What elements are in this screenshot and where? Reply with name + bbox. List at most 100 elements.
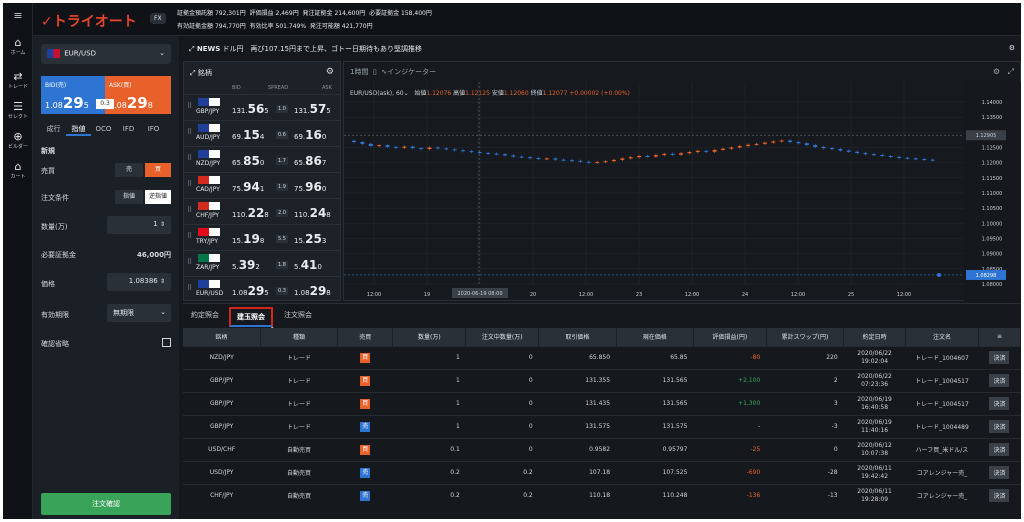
table-row[interactable]: USD/CHF 自動売買買 0.1 0 0.9582 0.95797 -25 0 2020/06… (183, 437, 1021, 461)
watchlist-bid[interactable]: 75.941 (232, 180, 264, 194)
watchlist-row[interactable]: ⠿ GBP/JPY 131.565 1.0 131.575 (184, 94, 340, 119)
tab-execution-history[interactable]: 約定照会 (191, 311, 219, 319)
watchlist-ask[interactable]: 65.867 (294, 154, 326, 168)
chart-symbol[interactable]: EUR/USD(ask), 60 (350, 90, 404, 97)
expand-icon[interactable]: ⤢ (189, 45, 195, 53)
interval-select[interactable]: 1時間 (350, 68, 369, 76)
tab-orders[interactable]: 注文照会 (284, 311, 312, 319)
nav-builder[interactable]: ⊕ ビルダー (3, 131, 33, 151)
account-value: 794,770円 (214, 23, 246, 30)
col-side[interactable]: 売買 (337, 328, 394, 346)
indicator-button[interactable]: インジケーター (387, 68, 437, 76)
filter-icon[interactable]: ≡ (978, 328, 1021, 346)
tab-market[interactable]: 成行 (46, 125, 61, 133)
tab-oco[interactable]: OCO (95, 125, 112, 133)
col-exec-date[interactable]: 約定日時 (843, 328, 906, 346)
expand-icon[interactable]: ⤢ (190, 69, 196, 77)
drag-handle-icon[interactable]: ⠿ (187, 102, 193, 110)
table-row[interactable]: GBP/JPY トレード買 1 0 131.355 131.565 +2,100 2 2020/… (183, 368, 1021, 392)
pair-select[interactable]: EUR/USD ⌄ (41, 44, 171, 64)
watchlist-row[interactable]: ⠿ NZD/JPY 65.850 1.7 65.867 (184, 146, 340, 171)
watchlist-row[interactable]: ⠿ AUD/JPY 69.154 0.6 69.160 (184, 120, 340, 145)
expiry-select[interactable]: 無期限 ⌄ (107, 304, 171, 322)
table-row[interactable]: GBP/JPY トレード買 1 0 131.435 131.565 +1,300 3 2020/… (183, 391, 1021, 415)
nav-trade[interactable]: ⇄ トレード (3, 71, 33, 91)
col-current-price[interactable]: 現在価格 (616, 328, 694, 346)
watchlist-ask[interactable]: 69.160 (294, 128, 326, 142)
col-type[interactable]: 種類 (260, 328, 339, 346)
tab-open-positions[interactable]: 建玉照会 (229, 307, 273, 327)
bid-button[interactable]: BID(売) 1.08295 (41, 76, 105, 114)
watchlist-bid[interactable]: 131.565 (232, 102, 269, 116)
tab-ifd[interactable]: IFD (122, 125, 135, 133)
sell-toggle[interactable]: 売 (115, 163, 143, 177)
col-swap[interactable]: 累計スワップ(円) (766, 328, 845, 346)
nav-home[interactable]: ⌂ ホーム (3, 37, 33, 57)
close-position-button[interactable]: 決済 (989, 443, 1010, 456)
close-position-button[interactable]: 決済 (989, 374, 1010, 387)
menu-icon[interactable]: ≡ (13, 9, 23, 22)
close-position-button[interactable]: 決済 (989, 351, 1010, 364)
table-row[interactable]: USD/JPY 自動売買売 0.2 0.2 107.18 107.525 -690 -28 20… (183, 460, 1021, 484)
drag-handle-icon[interactable]: ⠿ (187, 258, 193, 266)
watchlist-bid[interactable]: 5.392 (232, 258, 260, 272)
watchlist-ask[interactable]: 110.248 (294, 206, 331, 220)
drag-handle-icon[interactable]: ⠿ (187, 206, 193, 214)
table-row[interactable]: GBP/JPY トレード売 1 0 131.575 131.575- -3 2020/06/1… (183, 414, 1021, 438)
drag-handle-icon[interactable]: ⠿ (187, 180, 193, 188)
buy-toggle[interactable]: 買 (145, 163, 171, 177)
quantity-input[interactable]: 1 ⇕ (107, 216, 171, 234)
nav-cart[interactable]: ⌂ カート (3, 161, 33, 181)
col-qty[interactable]: 数量(万) (392, 328, 467, 346)
price-chart[interactable]: 1時間 ▯ ∿インジケーター ⚙ ⤢ EUR/USD(ask), 60⌄ 始値1… (343, 61, 1021, 302)
chart-settings-icon[interactable]: ⚙ (992, 67, 1000, 76)
close-position-button[interactable]: 決済 (989, 397, 1010, 410)
watchlist-bid[interactable]: 110.228 (232, 206, 269, 220)
watchlist-bid[interactable]: 65.850 (232, 154, 264, 168)
close-position-button[interactable]: 決済 (989, 489, 1010, 503)
watchlist-ask[interactable]: 15.253 (294, 232, 326, 246)
drag-handle-icon[interactable]: ⠿ (187, 284, 193, 292)
watchlist-bid[interactable]: 69.154 (232, 128, 264, 142)
stepper-icon[interactable]: ⇕ (159, 278, 165, 285)
tab-ifo[interactable]: IFO (147, 125, 160, 133)
col-pending-qty[interactable]: 注文中数量(万) (465, 328, 540, 346)
close-position-button[interactable]: 決済 (989, 420, 1010, 433)
news-ticker[interactable]: ⤢ NEWS ドル円 再び107.15円まで上昇、ゴトー日期待もあり堅調推移 ⚙ (183, 41, 1021, 57)
drag-handle-icon[interactable]: ⠿ (187, 232, 193, 240)
watchlist-row[interactable]: ⠿ CAD/JPY 75.941 1.9 75.960 (184, 172, 340, 197)
tab-limit[interactable]: 指値 (66, 124, 91, 136)
candle-icon[interactable]: ▯ (372, 68, 377, 76)
order-confirm-button[interactable]: 注文確認 (41, 493, 171, 515)
watchlist-ask[interactable]: 75.960 (294, 180, 326, 194)
watchlist-row[interactable]: ⠿ CHF/JPY 110.228 2.0 110.248 (184, 198, 340, 223)
watchlist-ask[interactable]: 5.410 (294, 258, 322, 272)
stepper-icon[interactable]: ⇕ (159, 221, 165, 228)
drag-handle-icon[interactable]: ⠿ (187, 128, 193, 136)
product-badge[interactable]: FX (150, 13, 166, 24)
col-entry-price[interactable]: 取引価格 (538, 328, 617, 346)
col-pair[interactable]: 銘柄 (183, 328, 261, 346)
table-row[interactable]: NZD/JPY トレード買 1 0 65.850 65.85 -80 220 2020/06/2… (183, 345, 1021, 369)
drag-handle-icon[interactable]: ⠿ (187, 154, 193, 162)
fullscreen-icon[interactable]: ⤢ (1007, 67, 1014, 76)
stop-toggle[interactable]: 逆指値 (145, 190, 171, 204)
gear-icon[interactable]: ⚙ (1008, 44, 1015, 52)
ask-button[interactable]: ASK(買) 1.08298 (105, 76, 171, 114)
limit-toggle[interactable]: 指値 (115, 190, 143, 204)
watchlist-row[interactable]: ⠿ TRY/JPY 15.198 5.5 15.253 (184, 224, 340, 249)
watchlist-bid[interactable]: 15.198 (232, 232, 264, 246)
nav-select[interactable]: ☰ セレクト (3, 101, 33, 121)
watchlist-ask[interactable]: 131.575 (294, 102, 331, 116)
col-pl[interactable]: 評価損益(円) (693, 328, 767, 346)
watchlist-ask[interactable]: 1.08298 (294, 284, 331, 298)
gear-icon[interactable]: ⚙ (325, 67, 334, 77)
watchlist-row[interactable]: ⠿ ZAR/JPY 5.392 1.8 5.410 (184, 250, 340, 275)
watchlist-bid[interactable]: 1.08295 (232, 284, 269, 298)
col-order-name[interactable]: 注文名 (905, 328, 979, 346)
confirm-skip-checkbox[interactable] (162, 338, 171, 347)
watchlist-row[interactable]: ⠿ EUR/USD 1.08295 0.3 1.08298 (184, 276, 340, 300)
price-input[interactable]: 1.08386 ⇕ (107, 273, 171, 291)
close-position-button[interactable]: 決済 (989, 466, 1010, 479)
table-row[interactable]: CHF/JPY 自動売買売 0.2 0.2 110.18 110.248 -136 -13 20… (183, 483, 1021, 507)
